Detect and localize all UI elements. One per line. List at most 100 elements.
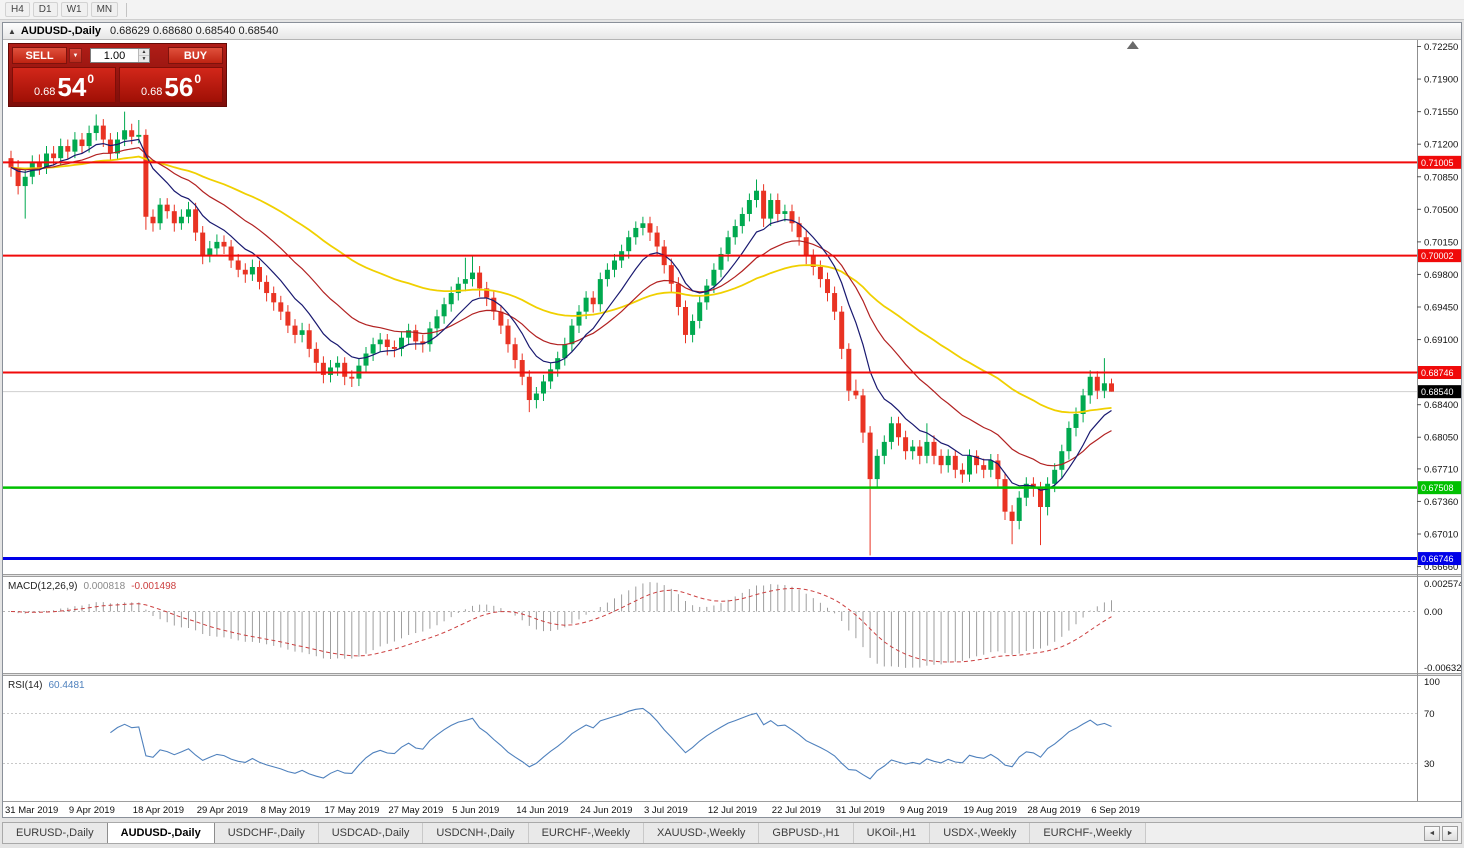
svg-text:8 May 2019: 8 May 2019 — [261, 805, 311, 816]
svg-text:0.66660: 0.66660 — [1424, 562, 1458, 573]
sell-price-main: 54 — [57, 72, 87, 102]
price-badge — [1418, 481, 1461, 495]
tab-usdcnh-daily[interactable]: USDCNH-,Daily — [423, 823, 529, 843]
svg-text:0.71550: 0.71550 — [1424, 107, 1458, 118]
sell-button[interactable]: SELL — [12, 47, 67, 64]
svg-text:0.68540: 0.68540 — [1421, 387, 1454, 397]
svg-text:22 Jul 2019: 22 Jul 2019 — [772, 805, 821, 816]
tabs-scroll-left-button[interactable]: ◄ — [1424, 825, 1440, 841]
svg-text:0.67508: 0.67508 — [1421, 483, 1454, 493]
tab-ukoil-h1[interactable]: UKOil-,H1 — [853, 823, 931, 843]
svg-text:0.70150: 0.70150 — [1424, 237, 1458, 248]
period-button-mn[interactable]: MN — [90, 2, 119, 17]
toolbar-separator — [126, 2, 128, 17]
svg-text:0.69450: 0.69450 — [1424, 303, 1458, 314]
chevron-down-icon: ▼ — [72, 52, 79, 59]
macd-label: MACD(12,26,9) 0.000818 -0.001498 — [8, 581, 177, 592]
svg-text:5 Jun 2019: 5 Jun 2019 — [452, 805, 499, 816]
one-click-price-row: 0.68 54 0 0.68 56 0 — [12, 67, 223, 103]
tab-xauusd-weekly[interactable]: XAUUSD-,Weekly — [643, 823, 760, 843]
svg-text:0.71005: 0.71005 — [1421, 158, 1454, 168]
tab-eurusd-daily[interactable]: EURUSD-,Daily — [3, 823, 108, 843]
tab-gbpusd-h1[interactable]: GBPUSD-,H1 — [759, 823, 854, 843]
tab-usdx-weekly[interactable]: USDX-,Weekly — [930, 823, 1031, 843]
svg-text:18 Apr 2019: 18 Apr 2019 — [133, 805, 184, 816]
tabs-scroll-right-button[interactable]: ► — [1442, 825, 1458, 841]
svg-text:12 Jul 2019: 12 Jul 2019 — [708, 805, 757, 816]
lot-size-field: ▲ ▼ — [90, 48, 150, 63]
svg-text:0.66746: 0.66746 — [1421, 554, 1454, 564]
tabs-scroll-controls: ◄ ► — [1421, 823, 1461, 843]
chart-canvas[interactable]: MACD(12,26,9)0.000818-0.0014980.00257400… — [3, 40, 1461, 817]
tab-usdchf-daily[interactable]: USDCHF-,Daily — [214, 823, 319, 843]
chart-area: MACD(12,26,9)0.000818-0.0014980.00257400… — [3, 40, 1461, 817]
price-badge — [1418, 365, 1461, 379]
ma-line-9 — [10, 138, 1112, 491]
moving-averages — [10, 138, 1112, 491]
svg-text:28 Aug 2019: 28 Aug 2019 — [1027, 805, 1080, 816]
tab-usdcad-daily[interactable]: USDCAD-,Daily — [318, 823, 424, 843]
tab-audusd-daily[interactable]: AUDUSD-,Daily — [106, 823, 215, 843]
svg-text:0.70850: 0.70850 — [1424, 172, 1458, 183]
chart-shift-marker[interactable] — [1126, 41, 1139, 49]
svg-text:27 May 2019: 27 May 2019 — [388, 805, 443, 816]
svg-text:9 Apr 2019: 9 Apr 2019 — [69, 805, 115, 816]
order-options-dropdown[interactable]: ▼ — [69, 48, 82, 63]
sell-price-prefix: 0.68 — [33, 86, 56, 98]
panel-splitters — [3, 574, 1461, 676]
period-button-w1[interactable]: W1 — [60, 2, 88, 17]
rsi-label: RSI(14) 60.4481 — [8, 680, 85, 691]
period-button-d1[interactable]: D1 — [32, 2, 58, 17]
svg-text:0.70002: 0.70002 — [1421, 251, 1454, 261]
svg-text:9 Aug 2019: 9 Aug 2019 — [900, 805, 948, 816]
panel-splitter[interactable] — [3, 574, 1461, 577]
one-click-top-row: SELL ▼ ▲ ▼ BUY — [12, 47, 223, 64]
tab-eurchf-weekly[interactable]: EURCHF-,Weekly — [528, 823, 644, 843]
lot-increment-button[interactable]: ▲ — [139, 49, 149, 56]
chart-title-symbol: AUDUSD-,Daily — [20, 25, 101, 37]
panel-splitter[interactable] — [3, 673, 1461, 676]
lot-size-input[interactable] — [91, 49, 138, 62]
lot-decrement-button[interactable]: ▼ — [139, 56, 149, 62]
one-click-trading-panel: SELL ▼ ▲ ▼ BUY 0.68 — [8, 43, 227, 107]
svg-text:29 Apr 2019: 29 Apr 2019 — [197, 805, 248, 816]
buy-price-pip: 0 — [194, 72, 202, 86]
svg-text:70: 70 — [1424, 709, 1435, 720]
svg-text:0.68746: 0.68746 — [1421, 368, 1454, 378]
svg-text:14 Jun 2019: 14 Jun 2019 — [516, 805, 568, 816]
chart-tabs-bar: EURUSD-,Daily AUDUSD-,Daily USDCHF-,Daily U… — [2, 822, 1462, 844]
svg-text:3 Jul 2019: 3 Jul 2019 — [644, 805, 688, 816]
date-axis[interactable]: 31 Mar 2019 9 Apr 2019 18 Apr 2019 29 Apr 2… — [3, 801, 1461, 817]
svg-text:24 Jun 2019: 24 Jun 2019 — [580, 805, 632, 816]
chart-title-quotes: 0.68629 0.68680 0.68540 0.68540 — [110, 25, 279, 37]
svg-text:6 Sep 2019: 6 Sep 2019 — [1091, 805, 1140, 816]
svg-text:0.72250: 0.72250 — [1424, 42, 1458, 53]
ma-line-21 — [10, 146, 1112, 467]
tab-eurchf-weekly[interactable]: EURCHF-,Weekly — [1030, 823, 1146, 843]
svg-text:0.69100: 0.69100 — [1424, 335, 1458, 346]
svg-text:31 Mar 2019: 31 Mar 2019 — [5, 805, 58, 816]
sell-price-button[interactable]: 0.68 54 0 — [12, 67, 116, 103]
svg-text:31 Jul 2019: 31 Jul 2019 — [836, 805, 885, 816]
svg-text:30: 30 — [1424, 759, 1435, 770]
sell-price-pip: 0 — [87, 72, 95, 86]
price-badge — [1418, 552, 1461, 566]
period-button-h4[interactable]: H4 — [5, 2, 30, 17]
buy-price-button[interactable]: 0.68 56 0 — [119, 67, 223, 103]
chart-tabs: EURUSD-,Daily AUDUSD-,Daily USDCHF-,Daily U… — [3, 823, 1421, 843]
svg-text:17 May 2019: 17 May 2019 — [325, 805, 380, 816]
one-click-collapse-icon[interactable]: ▲ — [8, 26, 16, 36]
svg-text:19 Aug 2019: 19 Aug 2019 — [964, 805, 1017, 816]
price-axis[interactable]: 0.72250 0.71900 0.71550 0.71200 0.70850 0.705… — [1417, 40, 1461, 801]
svg-text:0.68400: 0.68400 — [1424, 400, 1458, 411]
price-badge — [1418, 155, 1461, 169]
svg-text:-0.0063260: -0.0063260 — [1424, 663, 1461, 674]
buy-button[interactable]: BUY — [168, 47, 223, 64]
price-badge — [1418, 385, 1461, 399]
horizontal-price-lines — [3, 161, 1417, 561]
buy-price-main: 56 — [164, 72, 194, 102]
svg-text:0.67010: 0.67010 — [1424, 529, 1458, 540]
